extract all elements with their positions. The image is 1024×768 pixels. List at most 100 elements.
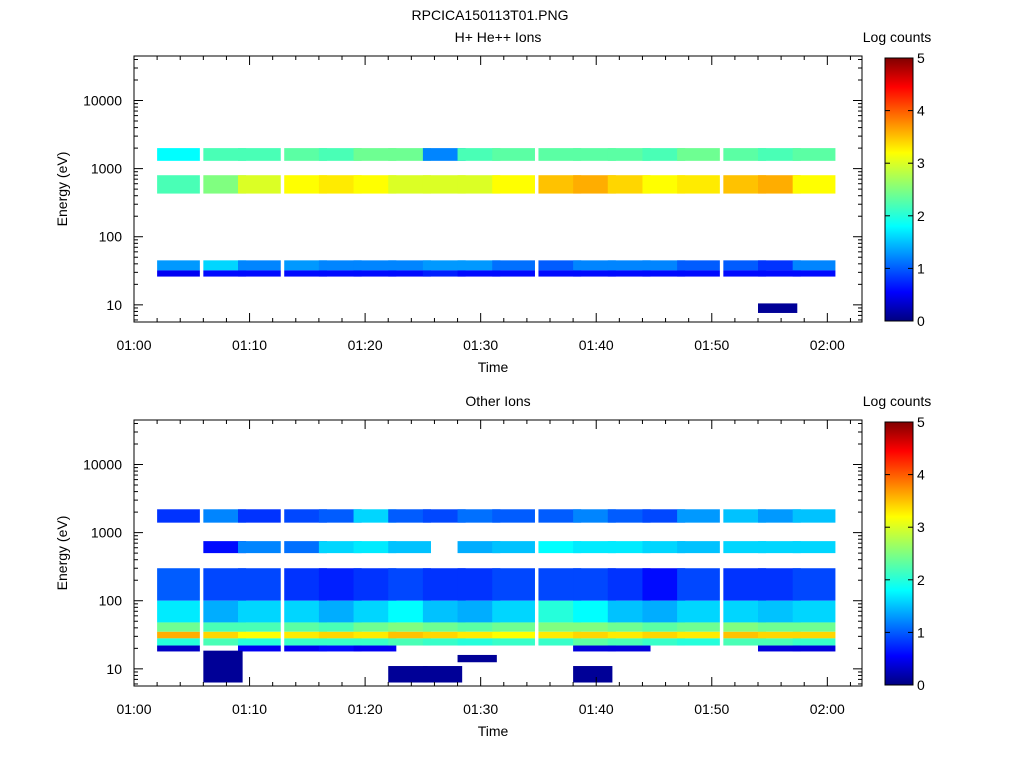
- heatmap-cell: [792, 638, 836, 646]
- heatmap-cell: [723, 175, 767, 194]
- heatmap-cell: [723, 509, 767, 523]
- heatmap-cell: [157, 148, 200, 161]
- x-tick-label: 01:20: [348, 337, 383, 353]
- heatmap-cell: [238, 175, 281, 194]
- heatmap-cell: [758, 175, 801, 194]
- heatmap-cell: [607, 270, 651, 277]
- colorbar-tick-label: 4: [917, 467, 925, 483]
- heatmap-cell: [203, 600, 247, 623]
- heatmap-cell: [318, 600, 362, 623]
- x-tick-label: 01:00: [116, 701, 151, 717]
- heatmap-cell: [203, 260, 247, 271]
- heatmap-cell: [157, 631, 200, 639]
- heatmap-cell: [492, 509, 535, 523]
- heatmap-cell: [758, 270, 801, 277]
- heatmap-cell: [284, 645, 327, 652]
- heatmap-cell: [642, 631, 686, 639]
- panel-title: Other Ions: [465, 393, 530, 409]
- heatmap-cell: [422, 175, 466, 194]
- panel-title: H+ He++ Ions: [455, 29, 542, 45]
- heatmap-cell: [792, 270, 836, 277]
- axis-ticks: [133, 420, 862, 686]
- heatmap-cell: [573, 541, 616, 554]
- y-tick-label: 1000: [91, 525, 122, 541]
- heatmap-cell: [284, 622, 327, 632]
- heatmap-cell: [422, 270, 466, 277]
- heatmap-cell: [677, 148, 720, 161]
- x-tick-label: 01:40: [579, 701, 614, 717]
- heatmap-cell: [758, 645, 801, 652]
- heatmap-cell: [157, 568, 200, 601]
- colorbar: Log counts 0 1 2 3 4 5: [863, 393, 932, 693]
- heatmap-cell: [422, 666, 463, 683]
- heatmap-cell: [792, 631, 836, 639]
- heatmap-cell: [723, 541, 767, 554]
- x-tick-label: 01:00: [116, 337, 151, 353]
- colorbar-tick-label: 2: [917, 572, 925, 588]
- heatmap-cell: [422, 148, 466, 161]
- y-tick-label: 10000: [83, 456, 122, 472]
- heatmap-cell: [388, 622, 431, 632]
- heatmap-cell: [758, 622, 801, 632]
- heatmap-cell: [284, 638, 327, 646]
- x-tick-label: 01:50: [694, 701, 729, 717]
- colorbar-tick-label: 3: [917, 155, 925, 171]
- heatmap-cell: [422, 631, 466, 639]
- heatmap-cell: [538, 260, 582, 271]
- heatmap-cell: [353, 600, 397, 623]
- heatmap-cell: [353, 509, 397, 523]
- heatmap-cell: [642, 600, 686, 623]
- heatmap-cell: [318, 148, 362, 161]
- x-tick-label: 02:00: [810, 337, 845, 353]
- heatmap-cell: [573, 622, 616, 632]
- x-tick-label: 01:40: [579, 337, 614, 353]
- heatmap-cell: [538, 600, 582, 623]
- heatmap-cell: [538, 148, 582, 161]
- heatmap-cell: [677, 631, 720, 639]
- heatmap-cell: [723, 148, 767, 161]
- x-tick-label: 01:10: [232, 337, 267, 353]
- heatmap-cell: [238, 638, 281, 646]
- heatmap-cell: [723, 260, 767, 271]
- heatmap-cell: [422, 509, 466, 523]
- heatmap-cell: [607, 148, 651, 161]
- heatmap-cell: [758, 303, 798, 313]
- heatmap-cell: [792, 509, 836, 523]
- heatmap-cell: [422, 622, 466, 632]
- heatmap-cell: [677, 638, 720, 646]
- x-axis-label: Time: [478, 359, 509, 375]
- heatmap-cell: [538, 270, 582, 277]
- heatmap-cell: [642, 509, 686, 523]
- heatmap-cell: [353, 645, 397, 652]
- colorbar-tick-label: 5: [917, 50, 925, 66]
- heatmap-cell: [758, 631, 801, 639]
- heatmap-cell: [353, 622, 397, 632]
- heatmap-cells: [157, 148, 836, 313]
- x-tick-label: 01:50: [694, 337, 729, 353]
- heatmap-cell: [758, 638, 801, 646]
- heatmap-cell: [642, 270, 686, 277]
- colorbar-tick-label: 5: [917, 414, 925, 430]
- heatmap-cell: [538, 175, 582, 194]
- heatmap-cell: [284, 260, 327, 271]
- heatmap-cell: [792, 568, 836, 601]
- heatmap-cell: [607, 260, 651, 271]
- heatmap-cell: [492, 600, 535, 623]
- heatmap-cell: [318, 260, 362, 271]
- heatmap-cell: [422, 638, 466, 646]
- heatmap-cell: [238, 541, 281, 554]
- heatmap-cell: [492, 541, 535, 554]
- colorbar-tick-label: 1: [917, 260, 925, 276]
- heatmap-cell: [203, 631, 247, 639]
- heatmap-cell: [157, 260, 200, 271]
- heatmap-cell: [573, 631, 616, 639]
- heatmap-cell: [677, 600, 720, 623]
- heatmap-cell: [284, 600, 327, 623]
- heatmap-cell: [203, 148, 247, 161]
- heatmap-cell: [353, 638, 397, 646]
- figure-title: RPCICA150113T01.PNG: [412, 7, 569, 23]
- heatmap-cell: [642, 175, 686, 194]
- heatmap-cell: [318, 638, 362, 646]
